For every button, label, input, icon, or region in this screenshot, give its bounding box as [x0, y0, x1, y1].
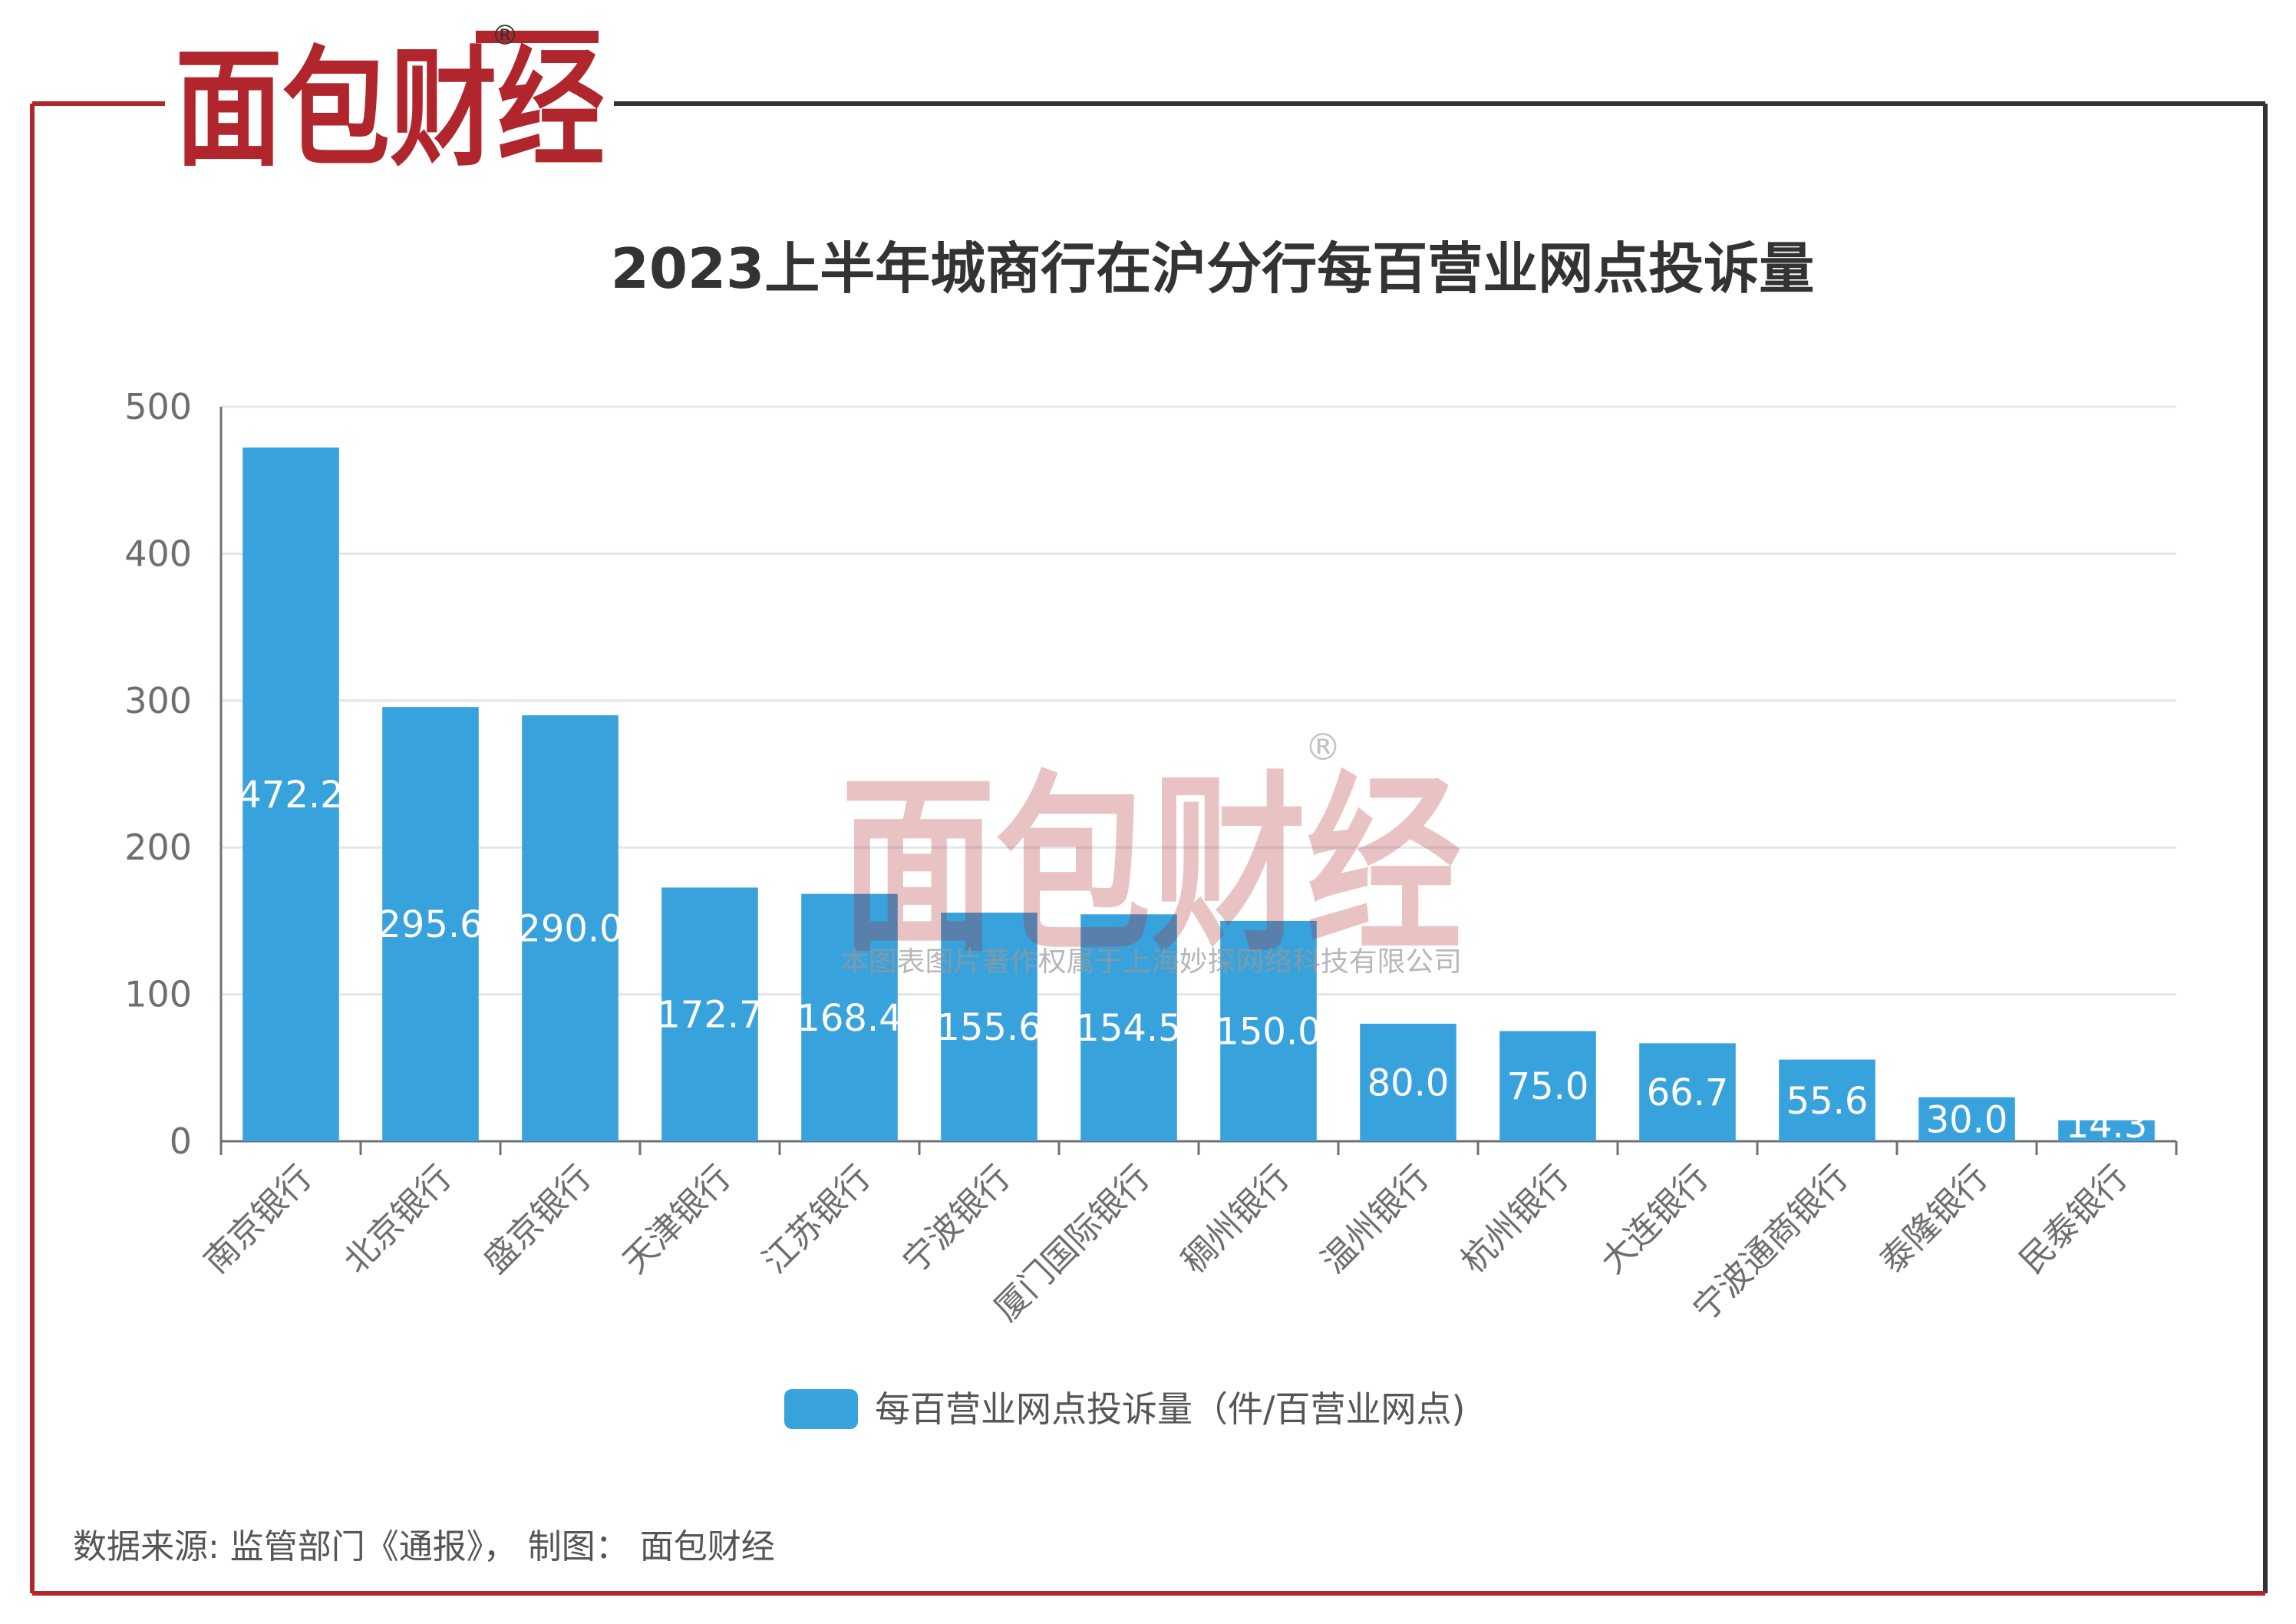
x-tick-label: 江苏银行 — [755, 1158, 879, 1282]
bar — [1360, 1023, 1456, 1141]
y-tick-label: 500 — [124, 386, 192, 427]
x-tick-label: 杭州银行 — [1453, 1158, 1577, 1282]
bar — [2058, 1120, 2155, 1141]
bar — [661, 887, 758, 1141]
footer-source: 数据来源: 监管部门《通报》， 制图： 面包财经 — [73, 1527, 775, 1566]
bar — [382, 707, 479, 1141]
y-tick-label: 0 — [170, 1121, 192, 1162]
logo: 面包财经 ® — [175, 20, 605, 184]
y-tick-label: 200 — [124, 827, 192, 868]
bar-value-label: 295.6 — [378, 903, 483, 946]
watermark-subtext: 本图表图片著作权属于上海妙探网络科技有限公司 — [840, 946, 1462, 978]
bar-value-label: 472.2 — [238, 774, 343, 817]
x-tick-label: 南京银行 — [196, 1158, 320, 1282]
labels-layer: 472.2 295.6 290.0 172.7 168.4 155.6 154.5 150.0… — [238, 774, 2147, 1147]
bar — [1499, 1031, 1596, 1141]
legend: 每百营业网点投诉量（件/百营业网点) — [784, 1388, 1465, 1430]
bar-value-label: 155.6 — [936, 1006, 1041, 1049]
bar — [801, 893, 898, 1141]
bar-value-label: 30.0 — [1926, 1098, 2008, 1141]
y-tick-label: 300 — [124, 680, 192, 721]
y-tick-label: 400 — [124, 533, 192, 574]
bar-value-label: 172.7 — [657, 994, 762, 1037]
x-tick-label: 民泰银行 — [2012, 1158, 2136, 1282]
y-tick-label: 100 — [124, 974, 192, 1015]
x-tick-label: 大连银行 — [1593, 1158, 1717, 1282]
x-tick-label: 泰隆银行 — [1872, 1158, 1996, 1282]
legend-label: 每百营业网点投诉量（件/百营业网点) — [875, 1388, 1465, 1430]
bar — [242, 447, 339, 1141]
logo-red-bar — [476, 31, 599, 43]
watermark-registered-mark: ® — [1305, 726, 1341, 769]
x-tick-label: 盛京银行 — [476, 1158, 599, 1282]
watermark: 面包财经 ® 本图表图片著作权属于上海妙探网络科技有限公司 — [840, 726, 1462, 978]
bars-layer — [242, 447, 2155, 1141]
bar — [522, 715, 619, 1141]
bar-value-label: 154.5 — [1076, 1007, 1181, 1050]
bar-value-label: 75.0 — [1507, 1065, 1589, 1108]
legend-swatch — [784, 1389, 858, 1429]
bar-value-label: 150.0 — [1216, 1010, 1321, 1053]
chart-title: 2023上半年城商行在沪分行每百营业网点投诉量 — [611, 236, 1814, 301]
bar-value-label: 66.7 — [1647, 1071, 1729, 1114]
bar — [1080, 914, 1177, 1141]
logo-text: 面包财经 — [175, 34, 605, 184]
bar-value-label: 14.3 — [2066, 1104, 2148, 1147]
registered-mark: ® — [491, 20, 519, 51]
x-tick-label: 北京银行 — [336, 1158, 460, 1282]
bar-value-label: 80.0 — [1367, 1061, 1450, 1104]
x-tick-label: 温州银行 — [1314, 1158, 1437, 1282]
bar — [1220, 920, 1317, 1141]
bar-value-label: 168.4 — [797, 997, 902, 1040]
bar-value-label: 290.0 — [517, 907, 622, 950]
x-tick-label: 宁波银行 — [895, 1158, 1018, 1282]
bar — [1779, 1059, 1875, 1141]
x-tick-label: 稠州银行 — [1174, 1158, 1298, 1282]
bar-value-label: 55.6 — [1786, 1080, 1869, 1123]
bar — [941, 913, 1037, 1141]
x-tick-label: 天津银行 — [615, 1158, 739, 1282]
bar — [1918, 1097, 2015, 1141]
watermark-text: 面包财经 — [840, 754, 1462, 978]
bar — [1639, 1043, 1736, 1141]
